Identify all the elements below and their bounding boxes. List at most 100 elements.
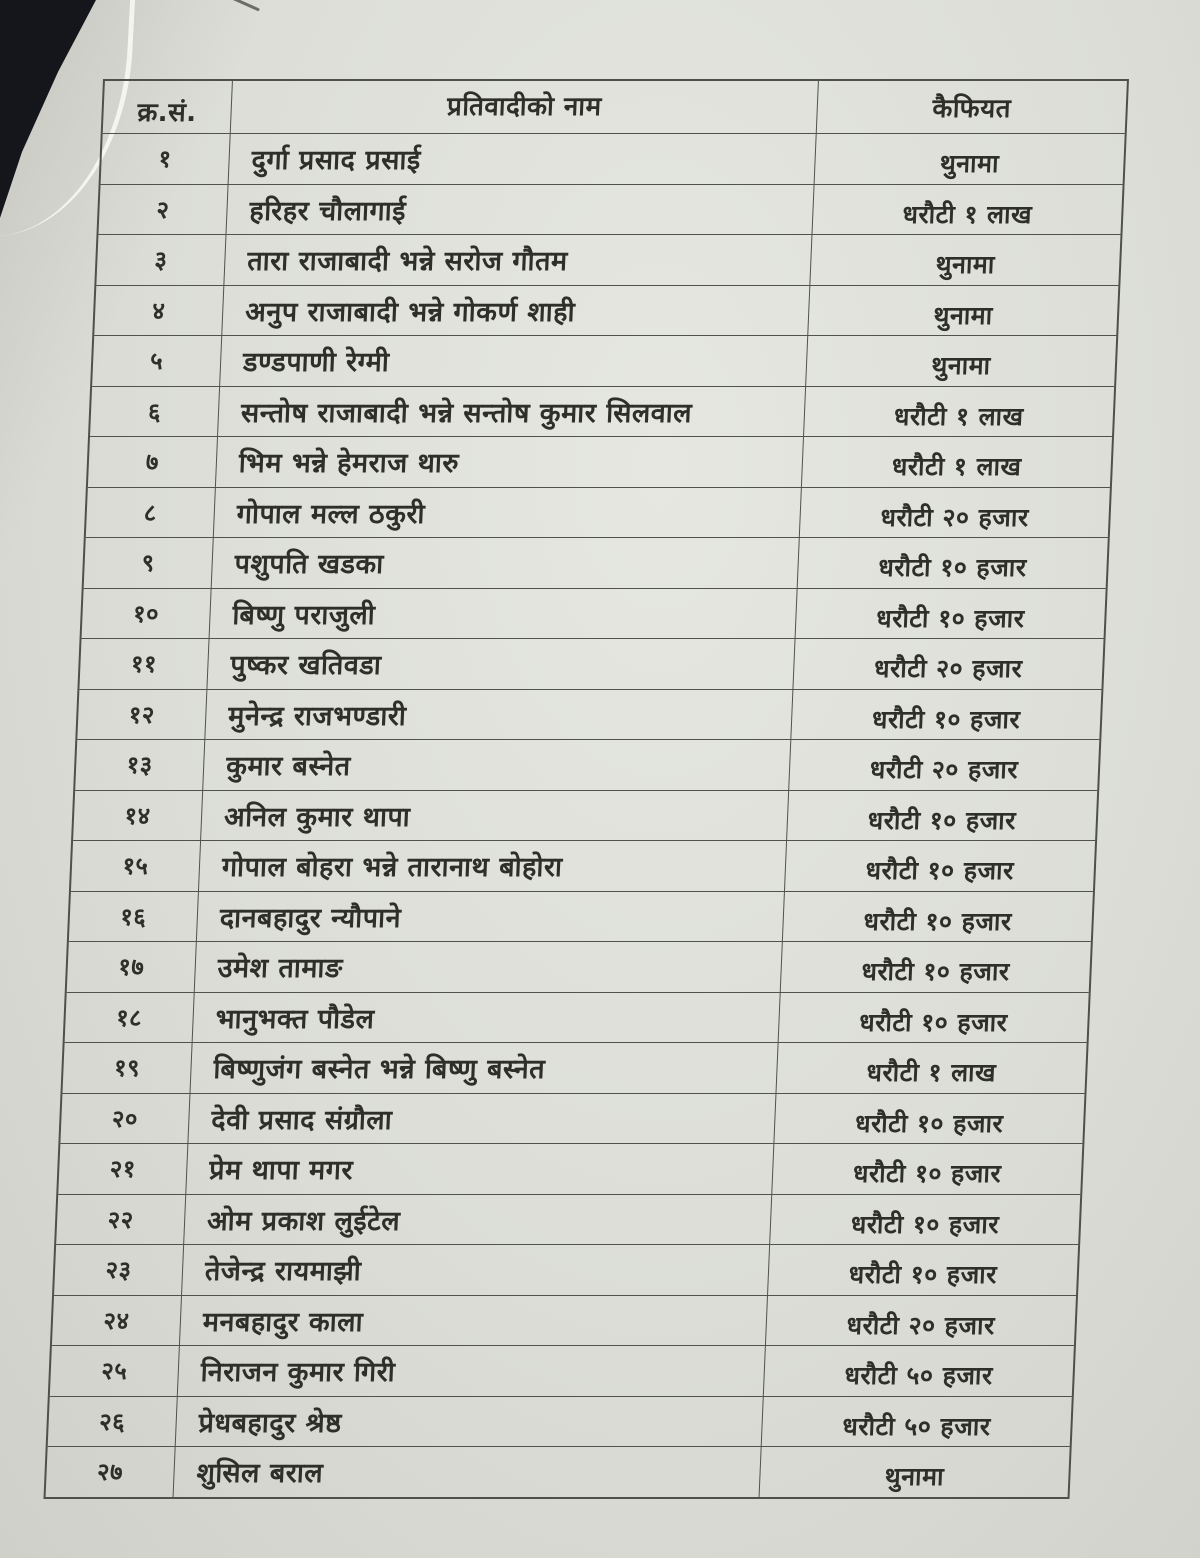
serial-cell: २७ <box>45 1447 176 1497</box>
table-row: २६ प्रेधबहादुर श्रेष्ठ धरौटी ५० हजार <box>47 1395 1072 1446</box>
remark-cell: धरौटी २० हजार <box>869 755 1019 785</box>
remark-cell: धरौटी १० हजार <box>852 1159 1002 1189</box>
serial-cell: २ <box>98 184 229 234</box>
name-cell: डण्डपाणी रेग्मी <box>220 336 809 386</box>
table-row: १९ बिष्णुजंग बस्नेत भन्ने बिष्णु बस्नेत … <box>62 1042 1087 1093</box>
table-row: ३ तारा राजाबादी भन्ने सरोज गौतम थुनामा <box>96 234 1121 285</box>
serial-cell: १४ <box>73 790 204 840</box>
serial-cell: २६ <box>47 1396 178 1446</box>
table-row: ५ डण्डपाणी रेग्मी थुनामा <box>92 335 1117 386</box>
remark-cell: थुनामा <box>934 250 996 280</box>
name-cell: पशुपति खडका <box>211 538 800 588</box>
table-row: १६ दानबहादुर न्यौपाने धरौटी १० हजार <box>68 890 1093 941</box>
remark-cell: धरौटी १० हजार <box>871 704 1021 734</box>
serial-cell: ५ <box>92 336 223 386</box>
serial-cell: २३ <box>54 1245 185 1295</box>
name-cell: मनबहादुर काला <box>179 1295 769 1345</box>
serial-cell: १३ <box>75 740 206 790</box>
table-row: १५ गोपाल बोहरा भन्ने तारानाथ बोहोरा धरौट… <box>70 840 1096 891</box>
table-row: ११ पुष्कर खतिवडा धरौटी २० हजार <box>79 638 1104 689</box>
table-row: २७ शुसिल बराल थुनामा <box>45 1446 1070 1497</box>
serial-cell: १९ <box>62 1043 193 1093</box>
serial-cell: १६ <box>68 891 199 941</box>
name-cell: दानबहादुर न्यौपाने <box>196 891 785 941</box>
table-row: २५ निराजन कुमार गिरी धरौटी ५० हजार <box>49 1345 1074 1396</box>
remark-cell: धरौटी १ लाख <box>891 452 1023 482</box>
remark-cell: धरौटी १ लाख <box>893 401 1025 431</box>
remark-cell: धरौटी २० हजार <box>846 1310 996 1340</box>
remark-cell: धरौटी १० हजार <box>877 553 1028 583</box>
name-cell: तेजेन्द्र रायमाझी <box>182 1245 771 1295</box>
table-row: ८ गोपाल मल्ल ठकुरी धरौटी २० हजार <box>85 486 1110 537</box>
name-cell: शुसिल बराल <box>173 1447 762 1497</box>
remark-cell: थुनामा <box>884 1462 945 1492</box>
header-name: प्रतिवादीको नाम <box>230 81 819 133</box>
remark-cell: धरौटी १० हजार <box>850 1209 1000 1239</box>
name-cell: ओम प्रकाश लुईटेल <box>184 1194 773 1244</box>
remark-cell: धरौटी १० हजार <box>860 957 1011 987</box>
name-cell: हरिहर चौलागाई <box>226 184 815 234</box>
serial-cell: २४ <box>51 1295 183 1345</box>
table-row: २२ ओम प्रकाश लुईटेल धरौटी १० हजार <box>56 1193 1081 1244</box>
remark-cell: धरौटी १० हजार <box>863 906 1013 936</box>
table-row: १४ अनिल कुमार थापा धरौटी १० हजार <box>73 789 1098 840</box>
serial-cell: ९ <box>83 538 214 588</box>
serial-cell: २२ <box>56 1194 187 1244</box>
table-row: २ हरिहर चौलागाई धरौटी १ लाख <box>98 183 1123 234</box>
serial-cell: १० <box>81 588 212 638</box>
table-header-row: क्र.सं. प्रतिवादीको नाम कैफियत <box>102 81 1127 133</box>
name-cell: सन्तोष राजाबादी भन्ने सन्तोष कुमार सिलवा… <box>218 386 807 436</box>
serial-cell: २१ <box>58 1144 189 1194</box>
serial-cell: १ <box>100 134 231 184</box>
defendants-table: क्र.सं. प्रतिवादीको नाम कैफियत १ दुर्गा … <box>43 79 1129 1499</box>
table-row: ६ सन्तोष राजाबादी भन्ने सन्तोष कुमार सिल… <box>90 385 1115 436</box>
remark-cell: धरौटी १० हजार <box>875 603 1026 633</box>
table-row: ९ पशुपति खडका धरौटी १० हजार <box>83 537 1108 588</box>
remark-cell: धरौटी २० हजार <box>879 502 1030 532</box>
name-cell: गोपाल मल्ल ठकुरी <box>213 487 802 537</box>
serial-cell: ८ <box>85 487 216 537</box>
name-cell: भानुभक्त पौडेल <box>192 992 781 1042</box>
serial-cell: ६ <box>90 386 221 436</box>
table-row: २४ मनबहादुर काला धरौटी २० हजार <box>51 1294 1077 1345</box>
name-cell: तारा राजाबादी भन्ने सरोज गौतम <box>224 235 813 285</box>
remark-cell: धरौटी १ लाख <box>902 199 1033 229</box>
remark-cell: धरौटी १० हजार <box>848 1260 998 1290</box>
table-row: २० देवी प्रसाद संग्रौला धरौटी १० हजार <box>60 1092 1085 1143</box>
name-cell: भिम भन्ने हेमराज थारु <box>215 437 804 487</box>
name-cell: कुमार बस्नेत <box>203 740 792 790</box>
name-cell: बिष्णुजंग बस्नेत भन्ने बिष्णु बस्नेत <box>190 1043 779 1093</box>
serial-cell: १८ <box>64 992 195 1042</box>
serial-cell: १७ <box>66 942 197 992</box>
serial-cell: ७ <box>87 437 218 487</box>
table-row: १२ मुनेन्द्र राजभण्डारी धरौटी १० हजार <box>77 688 1102 739</box>
name-cell: बिष्णु पराजुली <box>209 588 798 638</box>
serial-cell: ४ <box>94 285 225 335</box>
remark-cell: धरौटी १० हजार <box>867 805 1017 835</box>
remark-cell: थुनामा <box>932 300 994 330</box>
name-cell: पुष्कर खतिवडा <box>207 639 796 689</box>
table-row: १७ उमेश तामाङ धरौटी १० हजार <box>66 941 1091 992</box>
name-cell: निराजन कुमार गिरी <box>177 1346 766 1396</box>
remark-cell: थुनामा <box>939 149 1000 179</box>
remark-cell: धरौटी ५० हजार <box>843 1361 994 1391</box>
name-cell: मुनेन्द्र राजभण्डारी <box>205 689 794 739</box>
remark-cell: धरौटी १० हजार <box>865 856 1015 886</box>
serial-cell: २५ <box>49 1346 180 1396</box>
remark-cell: धरौटी १० हजार <box>858 1007 1009 1037</box>
name-cell: अनुप राजाबादी भन्ने गोकर्ण शाही <box>222 285 811 335</box>
remark-cell: धरौटी ५० हजार <box>841 1411 992 1441</box>
name-cell: प्रेम थापा मगर <box>186 1144 775 1194</box>
name-cell: गोपाल बोहरा भन्ने तारानाथ बोहोरा <box>198 841 788 891</box>
table-row: १८ भानुभक्त पौडेल धरौटी १० हजार <box>64 991 1089 1042</box>
serial-cell: १५ <box>70 841 202 891</box>
name-cell: दुर्गा प्रसाद प्रसाई <box>228 134 817 184</box>
table-row: ७ भिम भन्ने हेमराज थारु धरौटी १ लाख <box>87 436 1113 487</box>
header-serial: क्र.सं. <box>102 81 233 133</box>
remark-cell: धरौटी १ लाख <box>866 1058 997 1088</box>
name-cell: प्रेधबहादुर श्रेष्ठ <box>175 1396 764 1446</box>
table-row: २३ तेजेन्द्र रायमाझी धरौटी १० हजार <box>54 1244 1079 1295</box>
remark-cell: धरौटी २० हजार <box>873 654 1023 684</box>
name-cell: अनिल कुमार थापा <box>201 790 790 840</box>
